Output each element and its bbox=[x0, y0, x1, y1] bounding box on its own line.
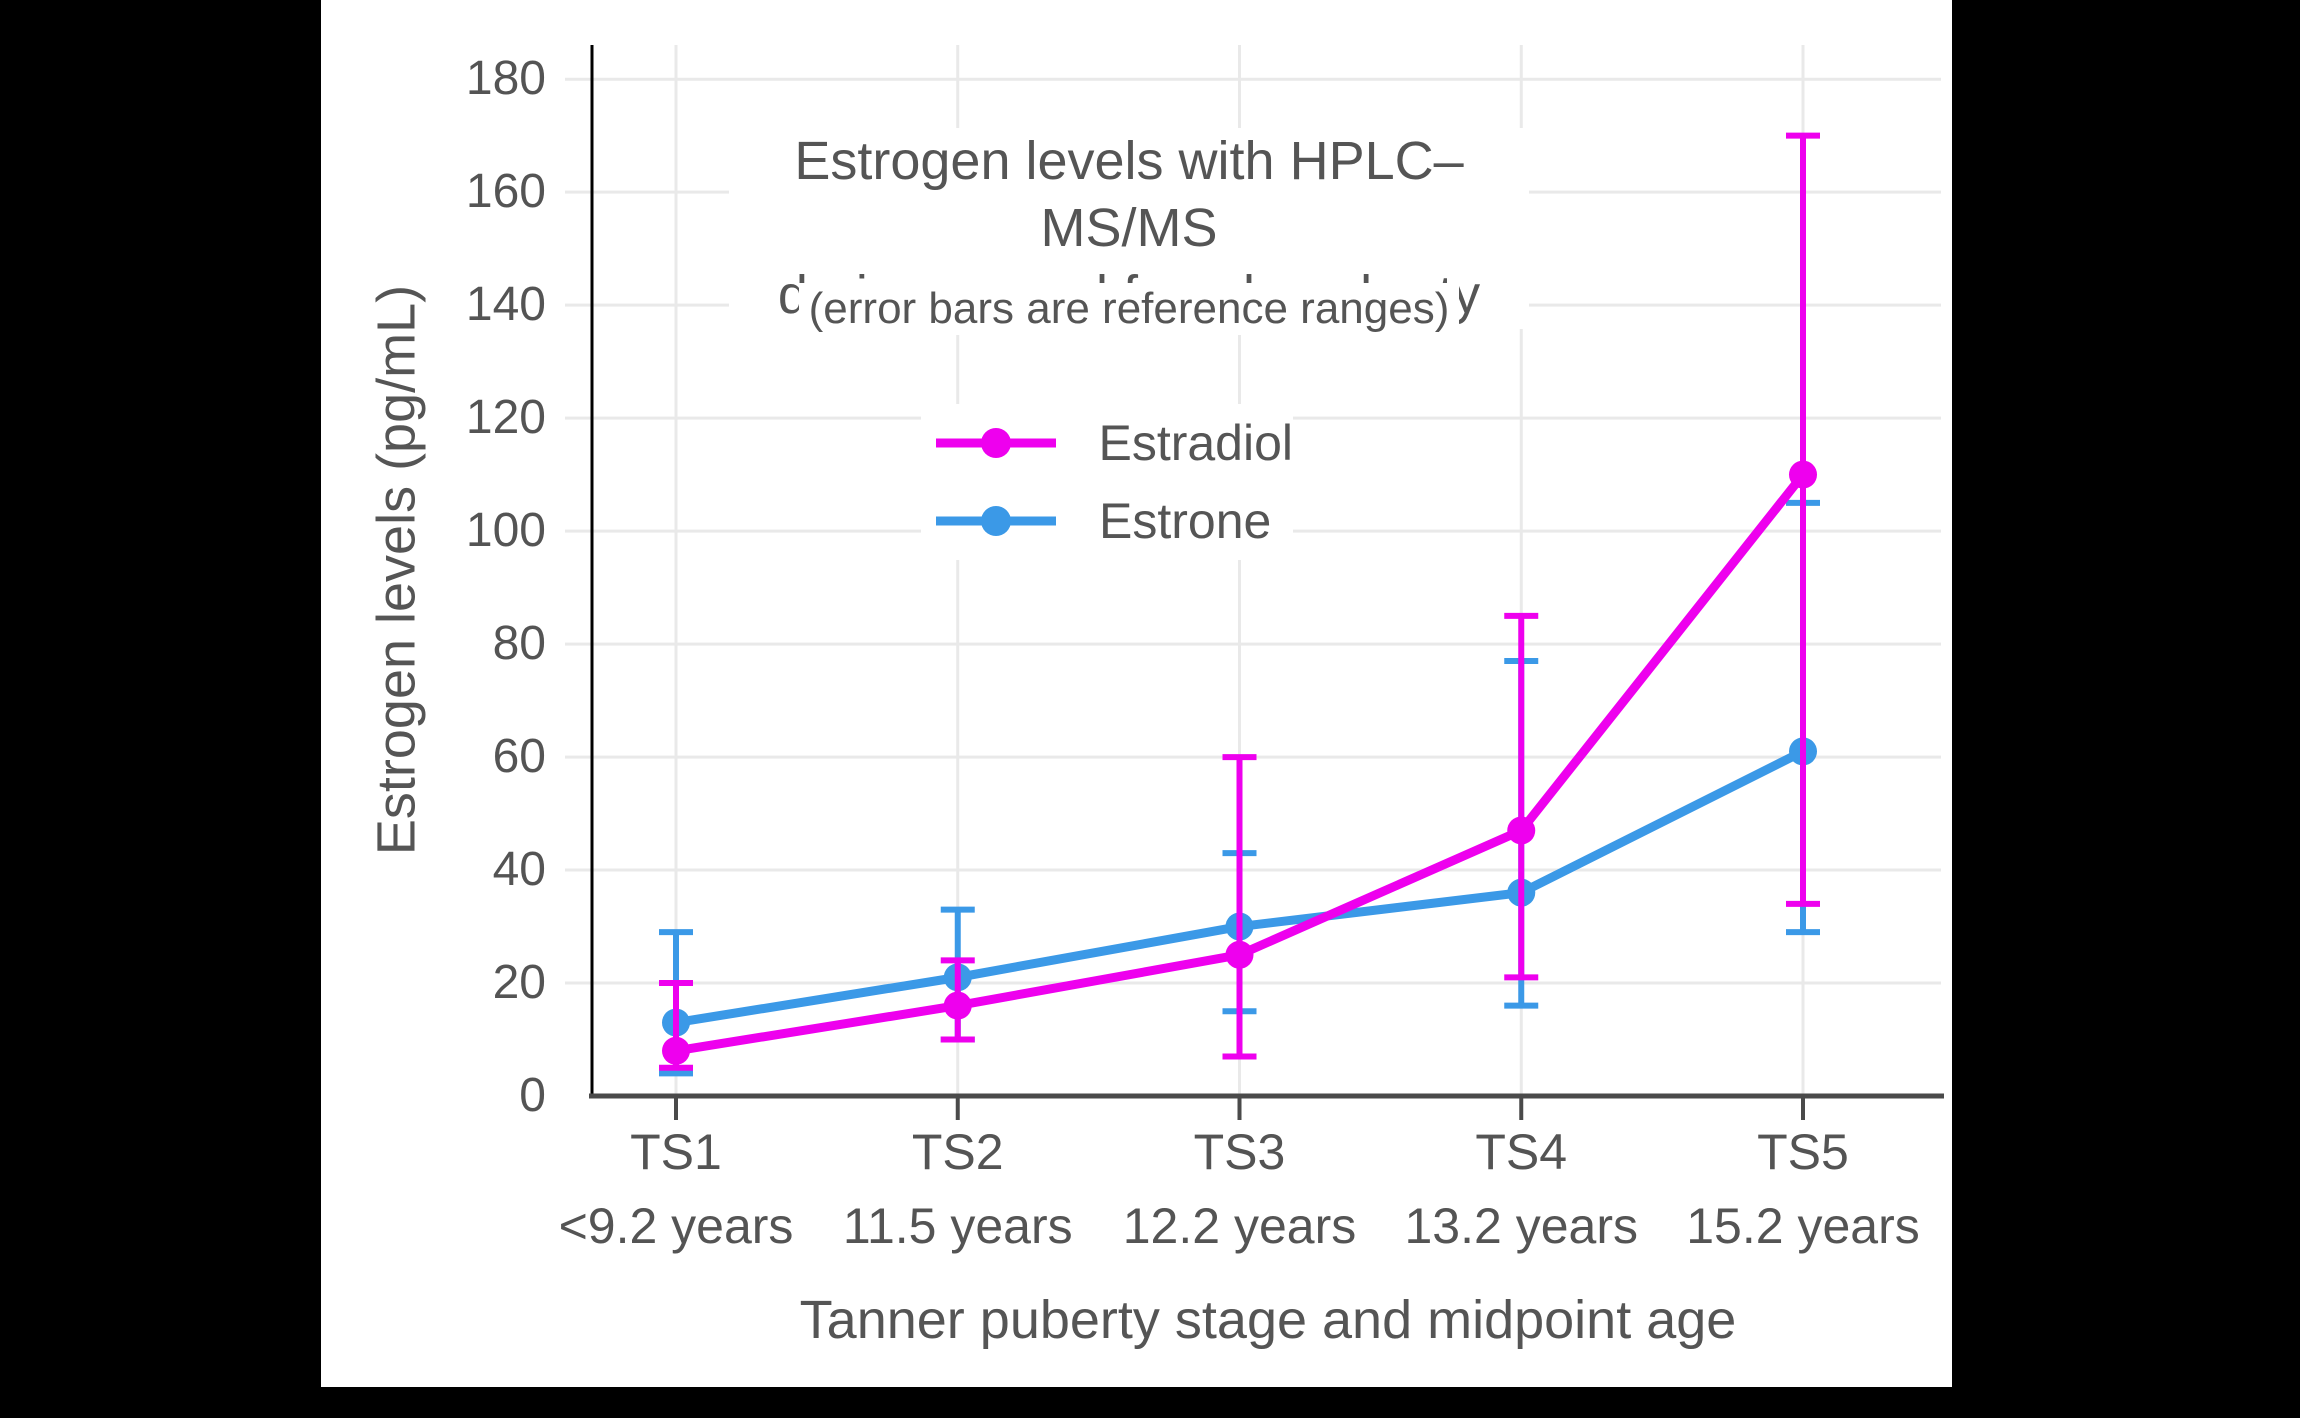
legend-marker-estrone bbox=[936, 506, 1056, 536]
y-tick-label-40: 40 bbox=[492, 843, 546, 897]
x-tick-age-ts5: 15.2 years bbox=[1686, 1198, 1920, 1254]
legend: Estradiol Estrone bbox=[921, 404, 1293, 560]
series-estradiol bbox=[659, 132, 1820, 1071]
x-tick-age-ts1: <9.2 years bbox=[558, 1198, 794, 1254]
chart-panel: Estrogen levels with HPLC–MS/MS during n… bbox=[321, 0, 1952, 1387]
legend-label-estrone: Estrone bbox=[1099, 493, 1272, 549]
legend-label-estradiol: Estradiol bbox=[1098, 415, 1293, 471]
x-tick-label-ts5: TS5 bbox=[1757, 1124, 1849, 1180]
marker-estradiol-ts4 bbox=[1507, 816, 1536, 845]
x-tick-age-ts2: 11.5 years bbox=[842, 1198, 1073, 1254]
y-tick-label-20: 20 bbox=[492, 956, 546, 1010]
legend-item-estrone: Estrone bbox=[921, 482, 1293, 560]
x-tick-label-ts1: TS1 bbox=[630, 1124, 722, 1180]
marker-estradiol-ts2 bbox=[943, 991, 972, 1020]
y-tick-label-0: 0 bbox=[519, 1069, 546, 1122]
x-tick-label-ts4: TS4 bbox=[1475, 1124, 1568, 1180]
y-tick-label-180: 180 bbox=[465, 52, 546, 106]
x-axis-title: Tanner puberty stage and midpoint age bbox=[799, 1290, 1737, 1350]
legend-item-estradiol: Estradiol bbox=[921, 404, 1293, 482]
marker-estradiol-ts1 bbox=[662, 1036, 690, 1065]
y-tick-label-100: 100 bbox=[465, 504, 546, 558]
y-tick-label-160: 160 bbox=[465, 165, 546, 219]
y-tick-label-80: 80 bbox=[492, 617, 546, 671]
marker-estradiol-ts5 bbox=[1789, 460, 1817, 489]
y-tick-label-120: 120 bbox=[465, 391, 546, 445]
y-tick-label-140: 140 bbox=[465, 278, 546, 332]
chart-subtitle: (error bars are reference ranges) bbox=[799, 283, 1459, 335]
x-tick-age-ts3: 12.2 years bbox=[1122, 1198, 1357, 1254]
x-tick-label-ts2: TS2 bbox=[911, 1124, 1004, 1180]
x-tick-label-ts3: TS3 bbox=[1193, 1124, 1286, 1180]
marker-estradiol-ts3 bbox=[1225, 940, 1254, 969]
chart-title-line1: Estrogen levels with HPLC–MS/MS bbox=[794, 131, 1464, 258]
x-tick-age-ts4: 13.2 years bbox=[1404, 1198, 1638, 1254]
legend-marker-estradiol bbox=[936, 428, 1056, 458]
y-tick-label-60: 60 bbox=[492, 730, 546, 784]
